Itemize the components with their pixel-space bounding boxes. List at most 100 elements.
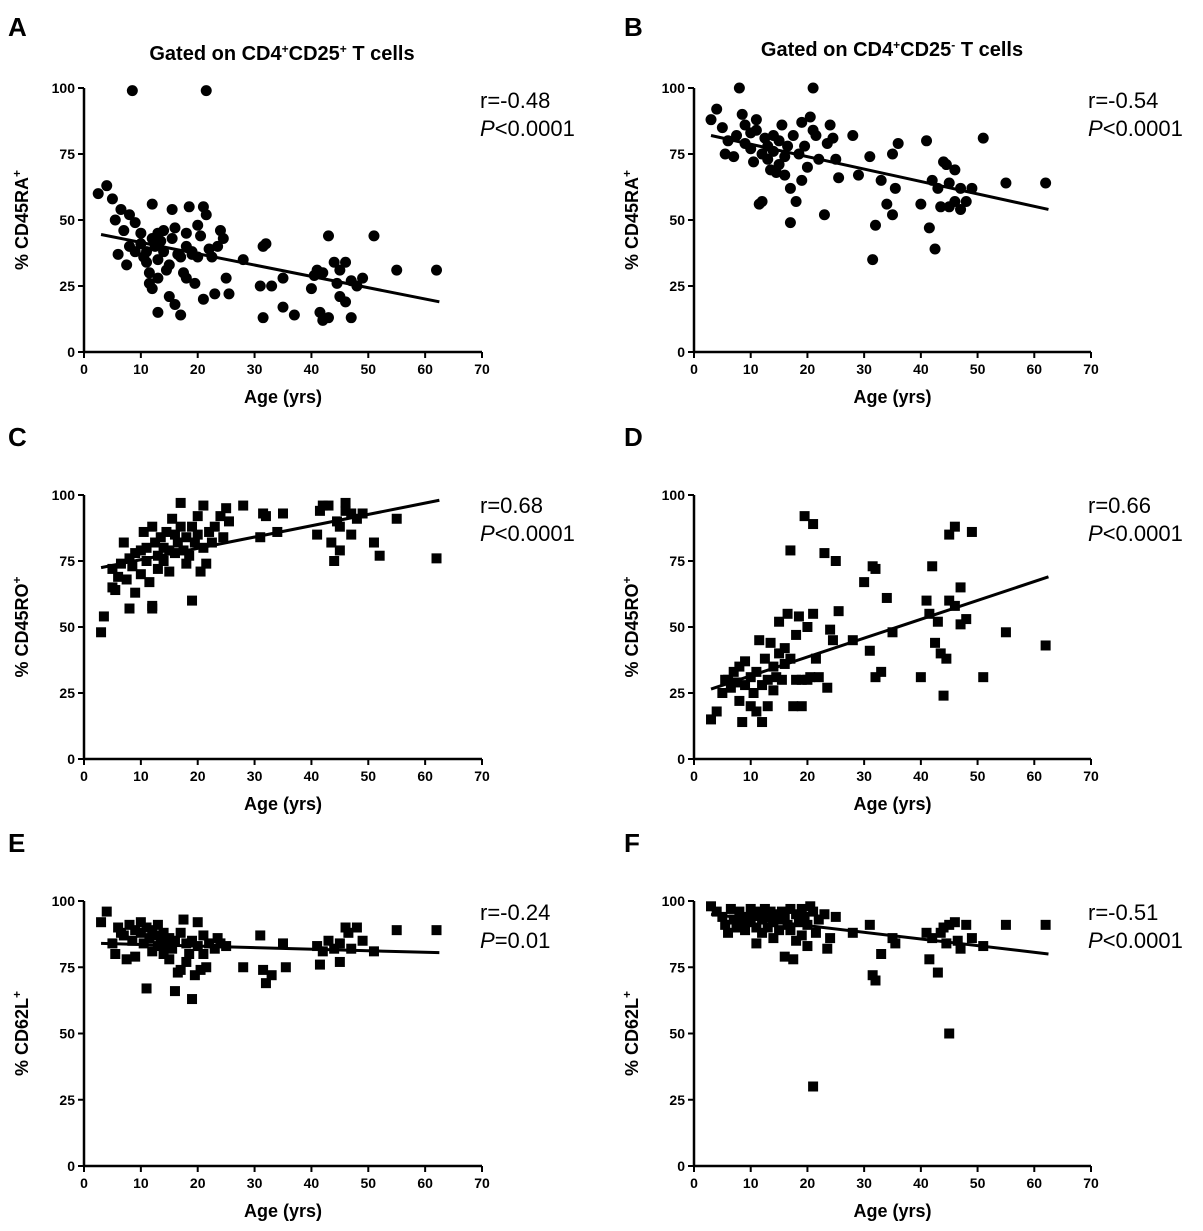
data-point bbox=[130, 548, 141, 559]
data-point bbox=[711, 706, 722, 717]
data-point bbox=[748, 688, 759, 698]
y-tick-label: 0 bbox=[677, 751, 685, 767]
y-tick-label: 50 bbox=[59, 1026, 75, 1042]
p-value: P<0.0001 bbox=[1088, 521, 1183, 546]
data-point bbox=[215, 511, 226, 522]
x-tick-label: 60 bbox=[417, 1175, 433, 1191]
data-point bbox=[135, 917, 146, 928]
data-point bbox=[805, 672, 816, 683]
data-point bbox=[737, 717, 748, 728]
regression-line bbox=[710, 134, 1049, 211]
data-point bbox=[258, 964, 269, 975]
regression-line bbox=[101, 941, 440, 955]
y-axis-label: % CD45RO+ bbox=[10, 576, 32, 677]
data-point bbox=[198, 500, 209, 511]
data-point bbox=[110, 949, 121, 959]
data-point bbox=[163, 259, 175, 271]
data-point bbox=[96, 917, 107, 928]
data-point bbox=[192, 917, 203, 928]
data-point bbox=[949, 164, 961, 176]
data-point bbox=[785, 545, 796, 556]
panel-c: C 0 10 20 30 40 50 60 70 0 25 50 75 100 Age (yrs) % CD4… bbox=[8, 422, 575, 814]
data-point bbox=[147, 925, 158, 936]
data-point bbox=[785, 653, 796, 664]
data-point bbox=[118, 537, 129, 548]
data-point bbox=[921, 927, 932, 938]
data-point bbox=[329, 556, 340, 566]
data-point bbox=[740, 656, 751, 667]
data-point bbox=[731, 677, 742, 688]
y-axis-label: % CD45RA+ bbox=[620, 170, 642, 270]
data-point bbox=[813, 672, 824, 683]
data-point bbox=[867, 970, 878, 981]
data-point bbox=[796, 701, 807, 712]
data-point bbox=[129, 217, 141, 229]
data-point bbox=[927, 933, 938, 944]
x-tick-label: 0 bbox=[690, 361, 698, 377]
data-point bbox=[952, 935, 963, 946]
data-point bbox=[808, 519, 819, 530]
data-point bbox=[864, 919, 875, 930]
data-point bbox=[734, 661, 745, 672]
data-point bbox=[932, 616, 943, 627]
data-point bbox=[771, 909, 782, 920]
data-point bbox=[220, 272, 232, 284]
data-point bbox=[277, 272, 289, 284]
data-point bbox=[827, 132, 839, 144]
data-point bbox=[915, 198, 927, 210]
data-point bbox=[346, 508, 357, 519]
p-value: P<0.0001 bbox=[1088, 928, 1183, 953]
data-point bbox=[141, 256, 153, 268]
data-point bbox=[200, 209, 212, 221]
data-point bbox=[805, 901, 816, 912]
data-point bbox=[762, 701, 773, 712]
data-point bbox=[941, 653, 952, 664]
x-tick-label: 40 bbox=[913, 1175, 929, 1191]
data-point bbox=[1000, 919, 1011, 930]
data-point bbox=[757, 927, 768, 938]
data-point bbox=[720, 919, 731, 930]
data-point bbox=[121, 954, 132, 965]
correlation-r: r=0.68 bbox=[480, 493, 543, 518]
x-tick-label: 40 bbox=[304, 1175, 320, 1191]
data-point bbox=[955, 203, 967, 215]
data-point bbox=[825, 624, 836, 635]
data-point bbox=[706, 714, 717, 725]
data-point bbox=[773, 159, 785, 171]
data-point bbox=[317, 500, 328, 511]
data-point bbox=[796, 930, 807, 941]
panel-label: F bbox=[624, 828, 640, 858]
panel-b: B Gated on CD4+CD25- T cells 0 10 20 30 40 50 60… bbox=[620, 12, 1183, 407]
p-value: P<0.0001 bbox=[1088, 116, 1183, 141]
x-axis-label: Age (yrs) bbox=[244, 1201, 322, 1221]
y-tick-label: 0 bbox=[67, 751, 75, 767]
data-point bbox=[169, 986, 180, 997]
y-axis-label: % CD45RO+ bbox=[620, 576, 642, 677]
panel-a: A Gated on CD4+CD25+ T cells 0 10 20 30 40 50 60… bbox=[8, 12, 575, 407]
data-point bbox=[146, 283, 158, 295]
data-point bbox=[209, 288, 221, 300]
data-point bbox=[711, 906, 722, 917]
data-point bbox=[126, 85, 138, 97]
data-point bbox=[751, 706, 762, 717]
data-point bbox=[197, 293, 209, 305]
y-tick-label: 100 bbox=[52, 487, 76, 503]
data-point bbox=[750, 124, 762, 136]
data-point bbox=[238, 962, 249, 973]
data-point bbox=[921, 135, 933, 147]
data-point bbox=[751, 938, 762, 949]
x-tick-label: 0 bbox=[80, 768, 88, 784]
data-point bbox=[867, 254, 879, 266]
data-point bbox=[317, 946, 328, 957]
data-point bbox=[96, 627, 107, 638]
data-point bbox=[255, 930, 266, 941]
data-point bbox=[146, 198, 158, 210]
data-point bbox=[762, 674, 773, 685]
data-point bbox=[346, 529, 357, 540]
data-point bbox=[890, 938, 901, 949]
data-point bbox=[374, 550, 385, 561]
x-tick-label: 0 bbox=[80, 1175, 88, 1191]
data-point bbox=[431, 264, 443, 276]
panel-label: D bbox=[624, 422, 643, 452]
panel-title: Gated on CD4+CD25- T cells bbox=[761, 38, 1023, 61]
